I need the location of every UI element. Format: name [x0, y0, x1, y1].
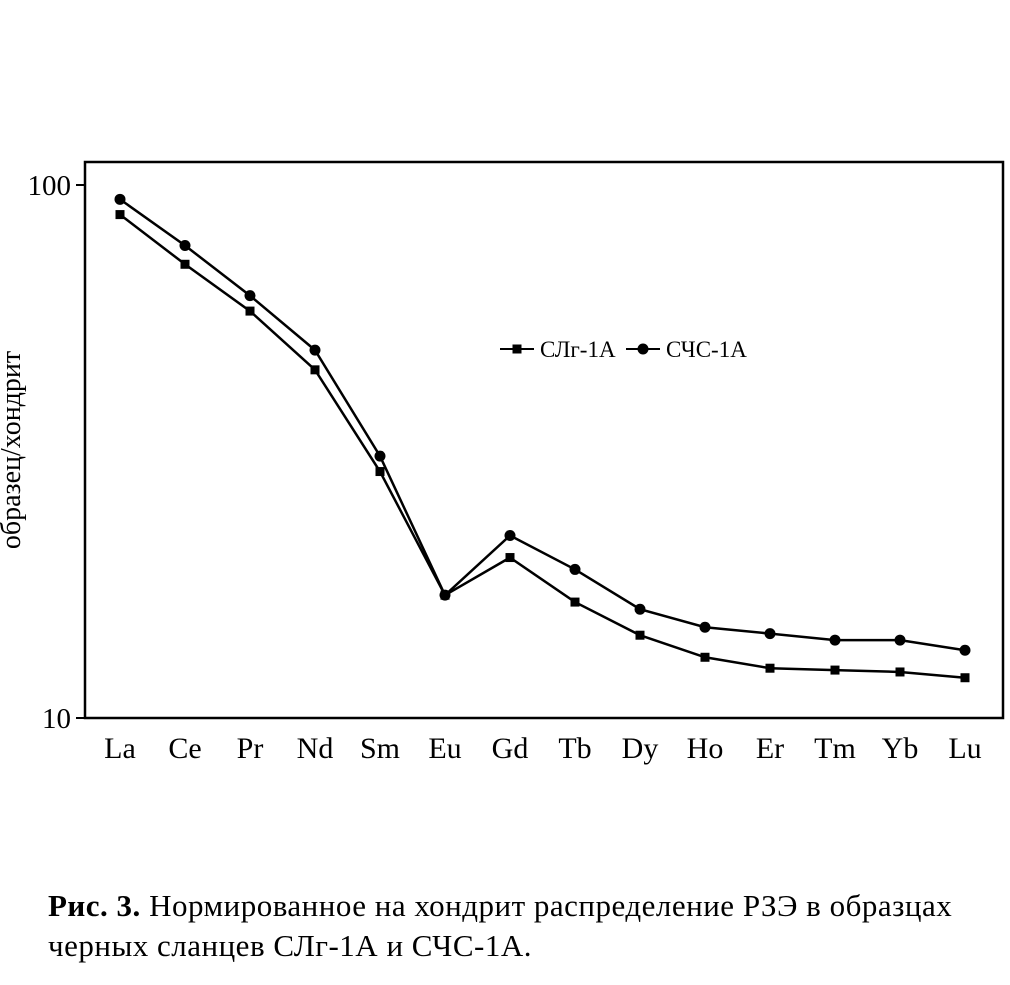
- x-tick-label-Eu: Eu: [428, 732, 461, 765]
- marker-square-СЛг-1А: [180, 259, 190, 269]
- x-tick-label-Ho: Ho: [687, 732, 724, 765]
- x-tick-label-Sm: Sm: [360, 732, 400, 765]
- marker-square-СЛг-1А: [505, 553, 515, 563]
- legend-marker-square: [512, 344, 522, 354]
- marker-circle-СЧС-1А: [569, 563, 581, 575]
- x-tick-label-Pr: Pr: [237, 732, 264, 765]
- x-tick-label-Yb: Yb: [882, 732, 919, 765]
- marker-square-СЛг-1А: [895, 667, 905, 677]
- marker-square-СЛг-1А: [375, 467, 385, 477]
- x-tick-label-La: La: [104, 732, 136, 765]
- marker-square-СЛг-1А: [310, 365, 320, 375]
- marker-circle-СЧС-1А: [634, 603, 646, 615]
- marker-circle-СЧС-1А: [244, 290, 256, 302]
- marker-square-СЛг-1А: [960, 673, 970, 683]
- caption-text: Нормированное на хондрит распределение Р…: [48, 888, 953, 963]
- figure-caption: Рис. 3. Нормированное на хондрит распред…: [48, 886, 958, 966]
- marker-circle-СЧС-1А: [374, 450, 386, 462]
- marker-circle-СЧС-1А: [114, 193, 126, 205]
- x-tick-label-Tm: Tm: [814, 732, 856, 765]
- plot-border: [83, 160, 1005, 720]
- caption-label: Рис. 3.: [48, 888, 141, 923]
- x-tick-label-Lu: Lu: [948, 732, 981, 765]
- ree-chart: образец/хондрит 100 10 La Ce Pr Nd Sm Eu Gd Tb Dy H…: [0, 160, 1005, 765]
- marker-circle-СЧС-1А: [439, 589, 451, 601]
- x-tick-label-Nd: Nd: [297, 732, 334, 765]
- marker-square-СЛг-1А: [115, 210, 125, 220]
- x-tick-label-Dy: Dy: [622, 732, 659, 765]
- legend-label-СЧС-1А: СЧС-1А: [666, 337, 747, 362]
- x-tick-label-Er: Er: [756, 732, 784, 765]
- marker-square-СЛг-1А: [765, 663, 775, 673]
- marker-circle-СЧС-1А: [894, 634, 906, 646]
- x-tick-label-Gd: Gd: [492, 732, 529, 765]
- marker-circle-СЧС-1А: [764, 628, 776, 640]
- series-line-СЧС-1А: [119, 198, 966, 652]
- series-line-СЛг-1А: [119, 213, 966, 679]
- legend-label-СЛг-1А: СЛг-1А: [540, 337, 616, 362]
- marker-circle-СЧС-1А: [699, 621, 711, 633]
- marker-circle-СЧС-1А: [959, 644, 971, 656]
- marker-square-СЛг-1А: [700, 652, 710, 662]
- marker-circle-СЧС-1А: [179, 240, 191, 252]
- x-tick-label-Tb: Tb: [558, 732, 591, 765]
- marker-circle-СЧС-1А: [309, 344, 321, 356]
- marker-square-СЛг-1А: [830, 665, 840, 675]
- marker-square-СЛг-1А: [570, 597, 580, 607]
- marker-circle-СЧС-1А: [829, 634, 841, 646]
- y-tick-label-10: 10: [42, 703, 71, 735]
- marker-circle-СЧС-1А: [504, 529, 516, 541]
- marker-square-СЛг-1А: [245, 306, 255, 316]
- legend-marker-circle: [637, 343, 649, 355]
- marker-square-СЛг-1А: [635, 630, 645, 640]
- x-tick-label-Ce: Ce: [168, 732, 201, 765]
- y-tick-label-100: 100: [28, 170, 72, 202]
- y-axis-title: образец/хондрит: [0, 351, 27, 549]
